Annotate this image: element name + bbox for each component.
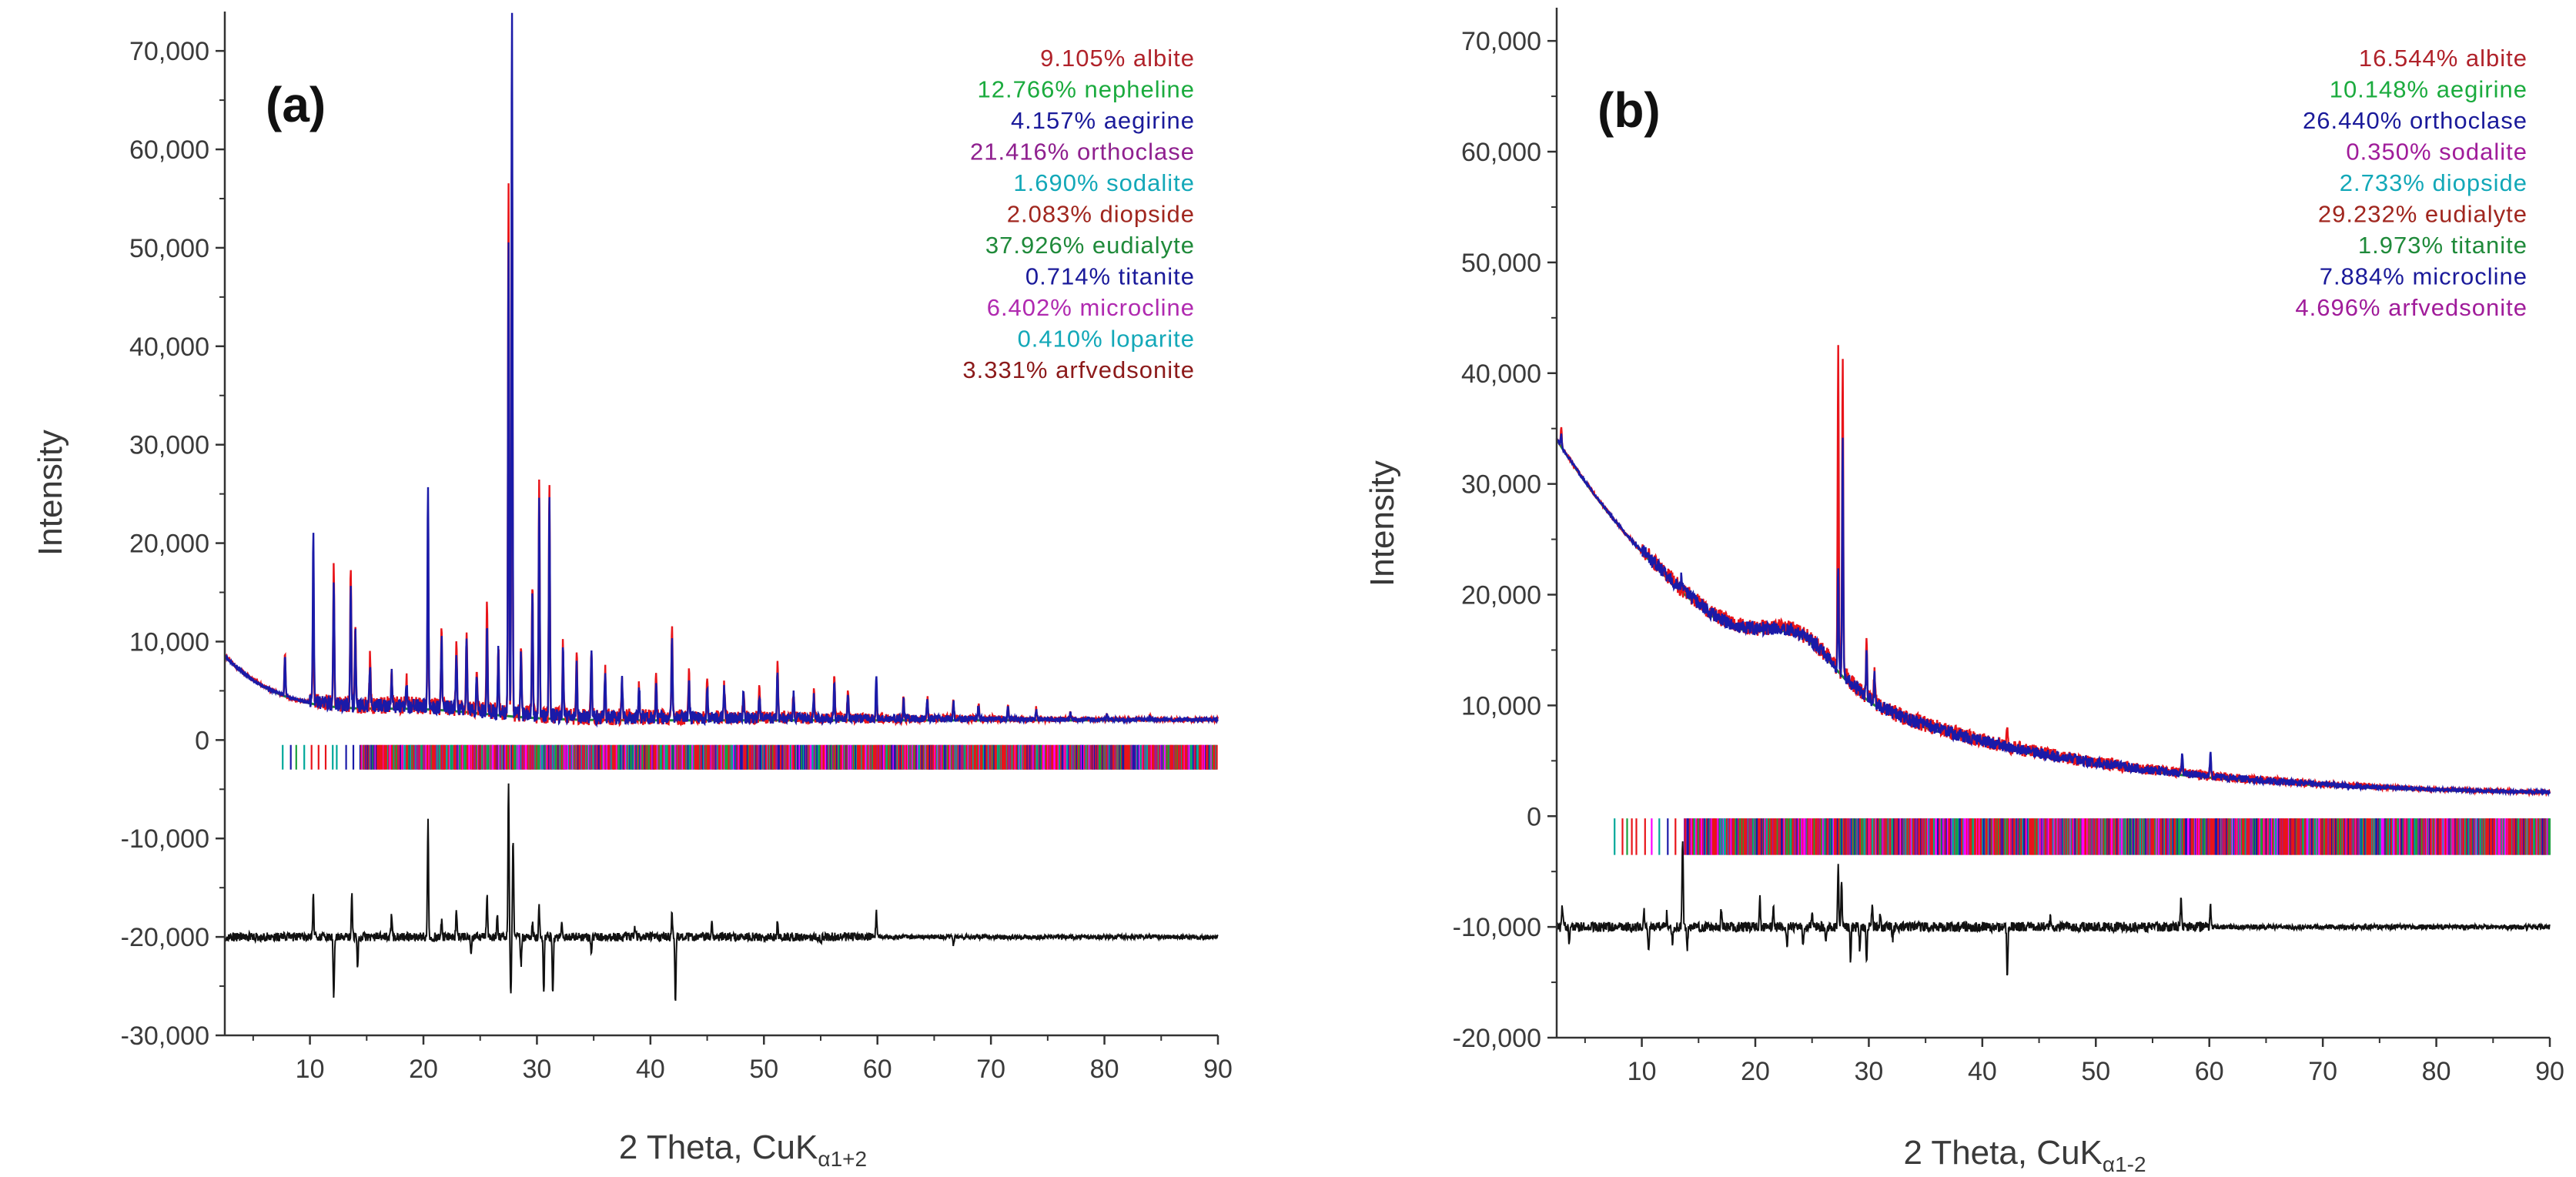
panel-a-difference-curve xyxy=(224,783,1219,1001)
panel-a-legend-entry: 37.926% eudialyte xyxy=(985,232,1195,259)
panel-b-x-tick-label: 40 xyxy=(1968,1057,1997,1086)
panel-a-legend-entry: 21.416% orthoclase xyxy=(970,139,1195,166)
panel-a-axes: -30,000 -20,000 -10,000 0 10,000 20,000 30,000… xyxy=(121,12,1233,1084)
panel-b-y-tick-label: 50,000 xyxy=(1461,249,1541,278)
panel-b-difference-curve xyxy=(1556,841,2551,976)
panel-b-legend-entry: 26.440% orthoclase xyxy=(2303,107,2527,134)
panel-a-y-tick-label: 70,000 xyxy=(129,37,209,66)
panel-b-legend-entry: 4.696% arfvedsonite xyxy=(2295,294,2527,321)
panel-a-legend-entry: 0.410% loparite xyxy=(1018,326,1195,353)
panel-a-y-tick-label: 50,000 xyxy=(129,234,209,263)
panel-a-x-tick-label: 70 xyxy=(976,1055,1005,1084)
panel-b-legend-entry: 29.232% eudialyte xyxy=(2318,201,2527,228)
panel-b-x-tick-label: 80 xyxy=(2422,1057,2451,1086)
panel-b-y-tick-label: 30,000 xyxy=(1461,470,1541,500)
panel-a-y-tick-label: -20,000 xyxy=(121,923,209,952)
panel-a-y-tick-label: -10,000 xyxy=(121,824,209,854)
panel-a-legend-entry: 6.402% microcline xyxy=(987,294,1195,321)
panel-a-calculated-pattern xyxy=(223,12,1219,728)
panel-a-x-tick-label: 60 xyxy=(863,1055,892,1084)
panel-b-axes: -20,000 -10,000 0 10,000 20,000 30,000 40,000 5… xyxy=(1453,8,2564,1086)
panel-a-legend-entry: 3.331% arfvedsonite xyxy=(962,356,1195,383)
panel-a-x-tick-label: 10 xyxy=(296,1055,325,1084)
panel-a-legend-entry: 9.105% albite xyxy=(1040,45,1195,72)
panel-b-y-axis-title: Intensity xyxy=(1363,460,1401,587)
panel-b-x-tick-label: 70 xyxy=(2308,1057,2337,1086)
panel-a-y-tick-label: 60,000 xyxy=(129,135,209,165)
panel-b-y-tick-label: -10,000 xyxy=(1453,913,1541,942)
panel-a-phase-legend: 9.105% albite 12.766% nepheline 4.157% aeg… xyxy=(962,45,1195,383)
panel-a-x-axis-title-sub: α1+2 xyxy=(818,1147,867,1171)
panel-b-label: (b) xyxy=(1597,82,1661,138)
panel-b-x-tick-label: 60 xyxy=(2195,1057,2224,1086)
panel-b-y-tick-label: 40,000 xyxy=(1461,359,1541,389)
panel-b-x-axis-title-main: 2 Theta, CuK xyxy=(1903,1134,2102,1172)
panel-b-difference-line xyxy=(1556,841,2551,976)
panel-a-x-tick-label: 20 xyxy=(409,1055,438,1084)
panel-b-reflection-ticks xyxy=(1614,818,2551,855)
panel-b-legend-entry: 1.973% titanite xyxy=(2358,232,2527,259)
panel-a-x-tick-label: 40 xyxy=(636,1055,665,1084)
panel-a-calculated-line xyxy=(223,12,1219,728)
panel-b-x-axis-title-sub: α1-2 xyxy=(2103,1152,2146,1176)
panel-a-y-tick-label: 10,000 xyxy=(129,627,209,657)
panel-a-label: (a) xyxy=(266,77,326,132)
panel-b-y-tick-label: 10,000 xyxy=(1461,691,1541,721)
panel-b-y-tick-label: -20,000 xyxy=(1453,1024,1541,1053)
panel-b-legend-entry: 7.884% microcline xyxy=(2320,263,2527,290)
panel-a-y-axis-title: Intensity xyxy=(32,430,69,556)
panel-b-x-tick-label: 30 xyxy=(1855,1057,1884,1086)
panel-b-phase-legend: 16.544% albite 10.148% aegirine 26.440% or… xyxy=(2295,45,2527,321)
panel-a-y-tick-label: 0 xyxy=(195,726,209,755)
panel-b-x-tick-label: 90 xyxy=(2535,1057,2564,1086)
panel-b-legend-entry: 0.350% sodalite xyxy=(2346,139,2527,166)
panel-b-x-axis-title: 2 Theta, CuKα1-2 xyxy=(1903,1134,2146,1176)
panel-b-x-tick-label: 50 xyxy=(2081,1057,2110,1086)
panel-a-legend-entry: 2.083% diopside xyxy=(1007,201,1195,228)
panel-b-y-tick-label: 70,000 xyxy=(1461,27,1541,56)
panel-b-y-tick-label: 20,000 xyxy=(1461,581,1541,610)
panel-a-x-axis-title: 2 Theta, CuKα1+2 xyxy=(619,1129,867,1171)
panel-a: -30,000 -20,000 -10,000 0 10,000 20,000 30,000… xyxy=(32,12,1233,1171)
panel-b-calculated-line xyxy=(1555,433,2551,797)
panel-a-y-tick-label: 20,000 xyxy=(129,530,209,559)
panel-a-y-tick-label: 40,000 xyxy=(129,333,209,362)
panel-b-legend-entry: 10.148% aegirine xyxy=(2330,76,2527,103)
panel-a-reflection-ticks xyxy=(282,744,1218,770)
panel-b-x-tick-label: 10 xyxy=(1628,1057,1657,1086)
panel-a-difference-line xyxy=(224,783,1219,1001)
panel-b: -20,000 -10,000 0 10,000 20,000 30,000 40,000 5… xyxy=(1363,8,2564,1176)
panel-a-x-axis-title-main: 2 Theta, CuK xyxy=(619,1129,818,1166)
panel-a-x-tick-label: 30 xyxy=(523,1055,552,1084)
panel-a-x-tick-label: 90 xyxy=(1203,1055,1233,1084)
panel-b-calculated-pattern xyxy=(1555,433,2551,797)
panel-a-y-tick-label: 30,000 xyxy=(129,431,209,460)
panel-a-legend-entry: 4.157% aegirine xyxy=(1011,107,1195,134)
panel-b-y-tick-label: 60,000 xyxy=(1461,138,1541,167)
panel-a-y-tick-label: -30,000 xyxy=(121,1022,209,1051)
panel-a-x-tick-label: 50 xyxy=(749,1055,778,1084)
panel-b-legend-entry: 2.733% diopside xyxy=(2340,169,2527,196)
panel-b-x-tick-label: 20 xyxy=(1741,1057,1770,1086)
panel-a-legend-entry: 12.766% nepheline xyxy=(978,76,1195,103)
panel-a-legend-entry: 0.714% titanite xyxy=(1025,263,1195,290)
panel-a-legend-entry: 1.690% sodalite xyxy=(1013,169,1195,196)
panel-a-x-tick-label: 80 xyxy=(1090,1055,1119,1084)
panel-b-y-tick-label: 0 xyxy=(1527,802,1541,831)
panel-b-legend-entry: 16.544% albite xyxy=(2359,45,2527,72)
